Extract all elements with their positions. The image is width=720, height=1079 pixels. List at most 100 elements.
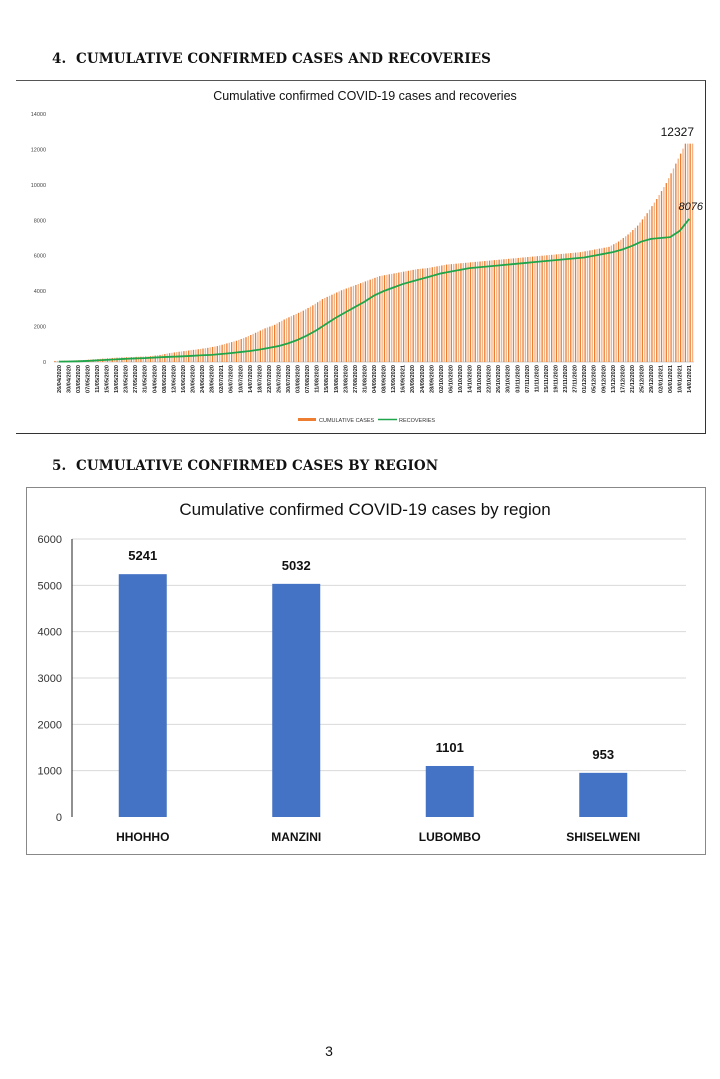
x-tick-label: HHOHHO	[116, 830, 169, 844]
cases-bar	[539, 255, 541, 362]
x-tick-label: 11/08/2020	[315, 365, 321, 393]
cases-bar	[553, 254, 555, 362]
x-tick-label: 10/10/2020	[458, 365, 464, 393]
cases-bar	[548, 255, 550, 362]
x-tick-label: 14/07/2020	[248, 365, 254, 393]
cases-bar	[510, 258, 512, 362]
cases-bar	[386, 274, 388, 362]
cases-bar	[422, 268, 424, 362]
cases-bar	[252, 333, 254, 362]
cases-bar	[379, 276, 381, 362]
x-tick-label: 02/07/2021	[219, 365, 225, 393]
x-tick-label: 24/09/2020	[420, 365, 426, 393]
x-tick-label: 06/07/2020	[229, 365, 235, 393]
x-tick-label: 18/07/2020	[257, 365, 263, 393]
cases-bar	[345, 288, 347, 362]
x-tick-label: 30/04/2020	[66, 365, 72, 393]
cases-bar	[331, 294, 333, 362]
cases-bar	[660, 191, 663, 362]
cases-bar	[410, 270, 412, 362]
region-bar	[579, 772, 628, 817]
cases-bar	[247, 336, 250, 362]
x-tick-label: 07/08/2020	[305, 365, 311, 393]
x-tick-label: 27/05/2020	[133, 365, 139, 393]
x-tick-label: 19/05/2020	[114, 365, 120, 393]
cases-bar	[431, 267, 433, 362]
cases-bar	[448, 264, 450, 362]
cases-bar	[362, 282, 364, 362]
cases-bar	[648, 209, 651, 362]
x-tick-label: 18/10/2020	[477, 365, 483, 393]
cases-bar	[610, 245, 613, 362]
y-tick-label: 2000	[34, 325, 46, 331]
x-tick-label: 28/09/2020	[429, 365, 435, 393]
cases-bar	[646, 213, 648, 362]
x-tick-label: 31/05/2020	[143, 365, 149, 393]
x-tick-label: 15/11/2020	[544, 365, 550, 393]
cases-bar	[505, 259, 507, 362]
cases-bar	[264, 328, 266, 362]
cases-bar	[371, 278, 374, 362]
cases-bar	[677, 158, 679, 362]
cases-bar	[164, 354, 166, 362]
chart-cases-recoveries: Cumulative confirmed COVID-19 cases and …	[31, 89, 704, 424]
cases-bar	[350, 286, 352, 362]
cases-bar	[235, 340, 238, 362]
cases-bar	[620, 239, 622, 362]
cases-bar	[288, 317, 290, 362]
cases-bar	[668, 178, 670, 362]
cases-bar	[278, 322, 281, 362]
cases-bar	[541, 255, 543, 362]
cases-bar	[156, 355, 159, 362]
cases-bar	[231, 342, 233, 362]
x-tick-label: 30/10/2020	[506, 365, 512, 393]
cases-bar	[359, 283, 362, 362]
cases-bar	[605, 247, 608, 362]
cases-bar	[300, 311, 302, 362]
cases-bar	[462, 263, 464, 362]
cases-bar	[233, 341, 235, 362]
cases-bar	[586, 250, 589, 362]
annotation-cases-final: 12327	[661, 125, 695, 139]
cases-bar	[262, 329, 264, 362]
x-tick-label: 14/01/2021	[687, 365, 693, 393]
x-tick-label: 14/10/2020	[468, 365, 474, 393]
cases-bar	[634, 227, 636, 362]
x-tick-label: 28/06/2020	[210, 365, 216, 393]
cases-bar	[388, 274, 390, 362]
x-tick-label: 24/06/2020	[200, 365, 206, 393]
x-tick-label: 30/07/2020	[286, 365, 292, 393]
x-tick-label: 20/06/2020	[191, 365, 197, 393]
y-tick-label: 5000	[38, 580, 62, 592]
cases-bar	[348, 287, 350, 362]
cases-bar	[257, 331, 259, 362]
x-tick-label: MANZINI	[271, 830, 321, 844]
cases-bar	[524, 257, 527, 362]
cases-bar	[486, 260, 488, 362]
cases-bar	[465, 262, 467, 362]
x-tick-label: 08/09/2020	[382, 365, 388, 393]
cases-bar	[369, 279, 371, 362]
cases-bar	[293, 315, 295, 362]
cases-bar	[531, 256, 534, 362]
y-tick-label: 10000	[31, 183, 46, 189]
cases-bar	[374, 277, 376, 362]
region-bar	[425, 765, 474, 817]
data-label: 1101	[436, 740, 464, 755]
x-tick-label: 27/11/2020	[573, 365, 579, 393]
cases-bar	[398, 272, 400, 362]
cases-bar	[551, 254, 553, 362]
x-tick-label: 04/06/2020	[152, 365, 158, 393]
section-number: 5.	[52, 458, 67, 474]
cases-bar	[159, 354, 161, 362]
cases-bar	[343, 289, 345, 362]
x-tick-label: 15/08/2020	[324, 365, 330, 393]
cases-bar	[679, 153, 682, 362]
cases-bar	[152, 355, 154, 362]
cases-bar	[656, 199, 658, 362]
cases-bar	[594, 249, 596, 362]
cases-bar	[266, 327, 269, 362]
cases-bar	[269, 326, 271, 362]
cases-bar	[333, 293, 336, 362]
cases-bar	[589, 250, 591, 362]
